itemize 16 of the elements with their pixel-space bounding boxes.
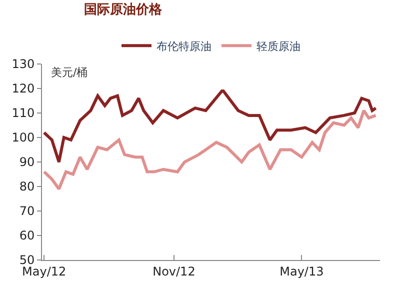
line-series [42, 89, 378, 164]
y-tick-label: 100 [12, 130, 35, 145]
y-tick-label: 110 [12, 106, 35, 120]
legend-label: 轻质原油 [256, 40, 300, 53]
y-tick-label: 120 [12, 82, 35, 96]
y-tick-label: 80 [19, 180, 35, 194]
chart-title: 国际原油价格 [84, 2, 163, 18]
y-tick-label: 90 [19, 155, 35, 170]
legend-label: 布伦特原油 [156, 40, 212, 53]
x-tick-label: Nov/12 [152, 264, 196, 278]
y-tick-label: 70 [19, 204, 35, 218]
x-tick-label: May/13 [280, 264, 324, 278]
y-tick-label: 60 [19, 228, 35, 243]
y-tick-label: 130 [12, 57, 35, 72]
line-series [42, 109, 378, 190]
y-axis-title: 美元/桶 [51, 66, 88, 79]
